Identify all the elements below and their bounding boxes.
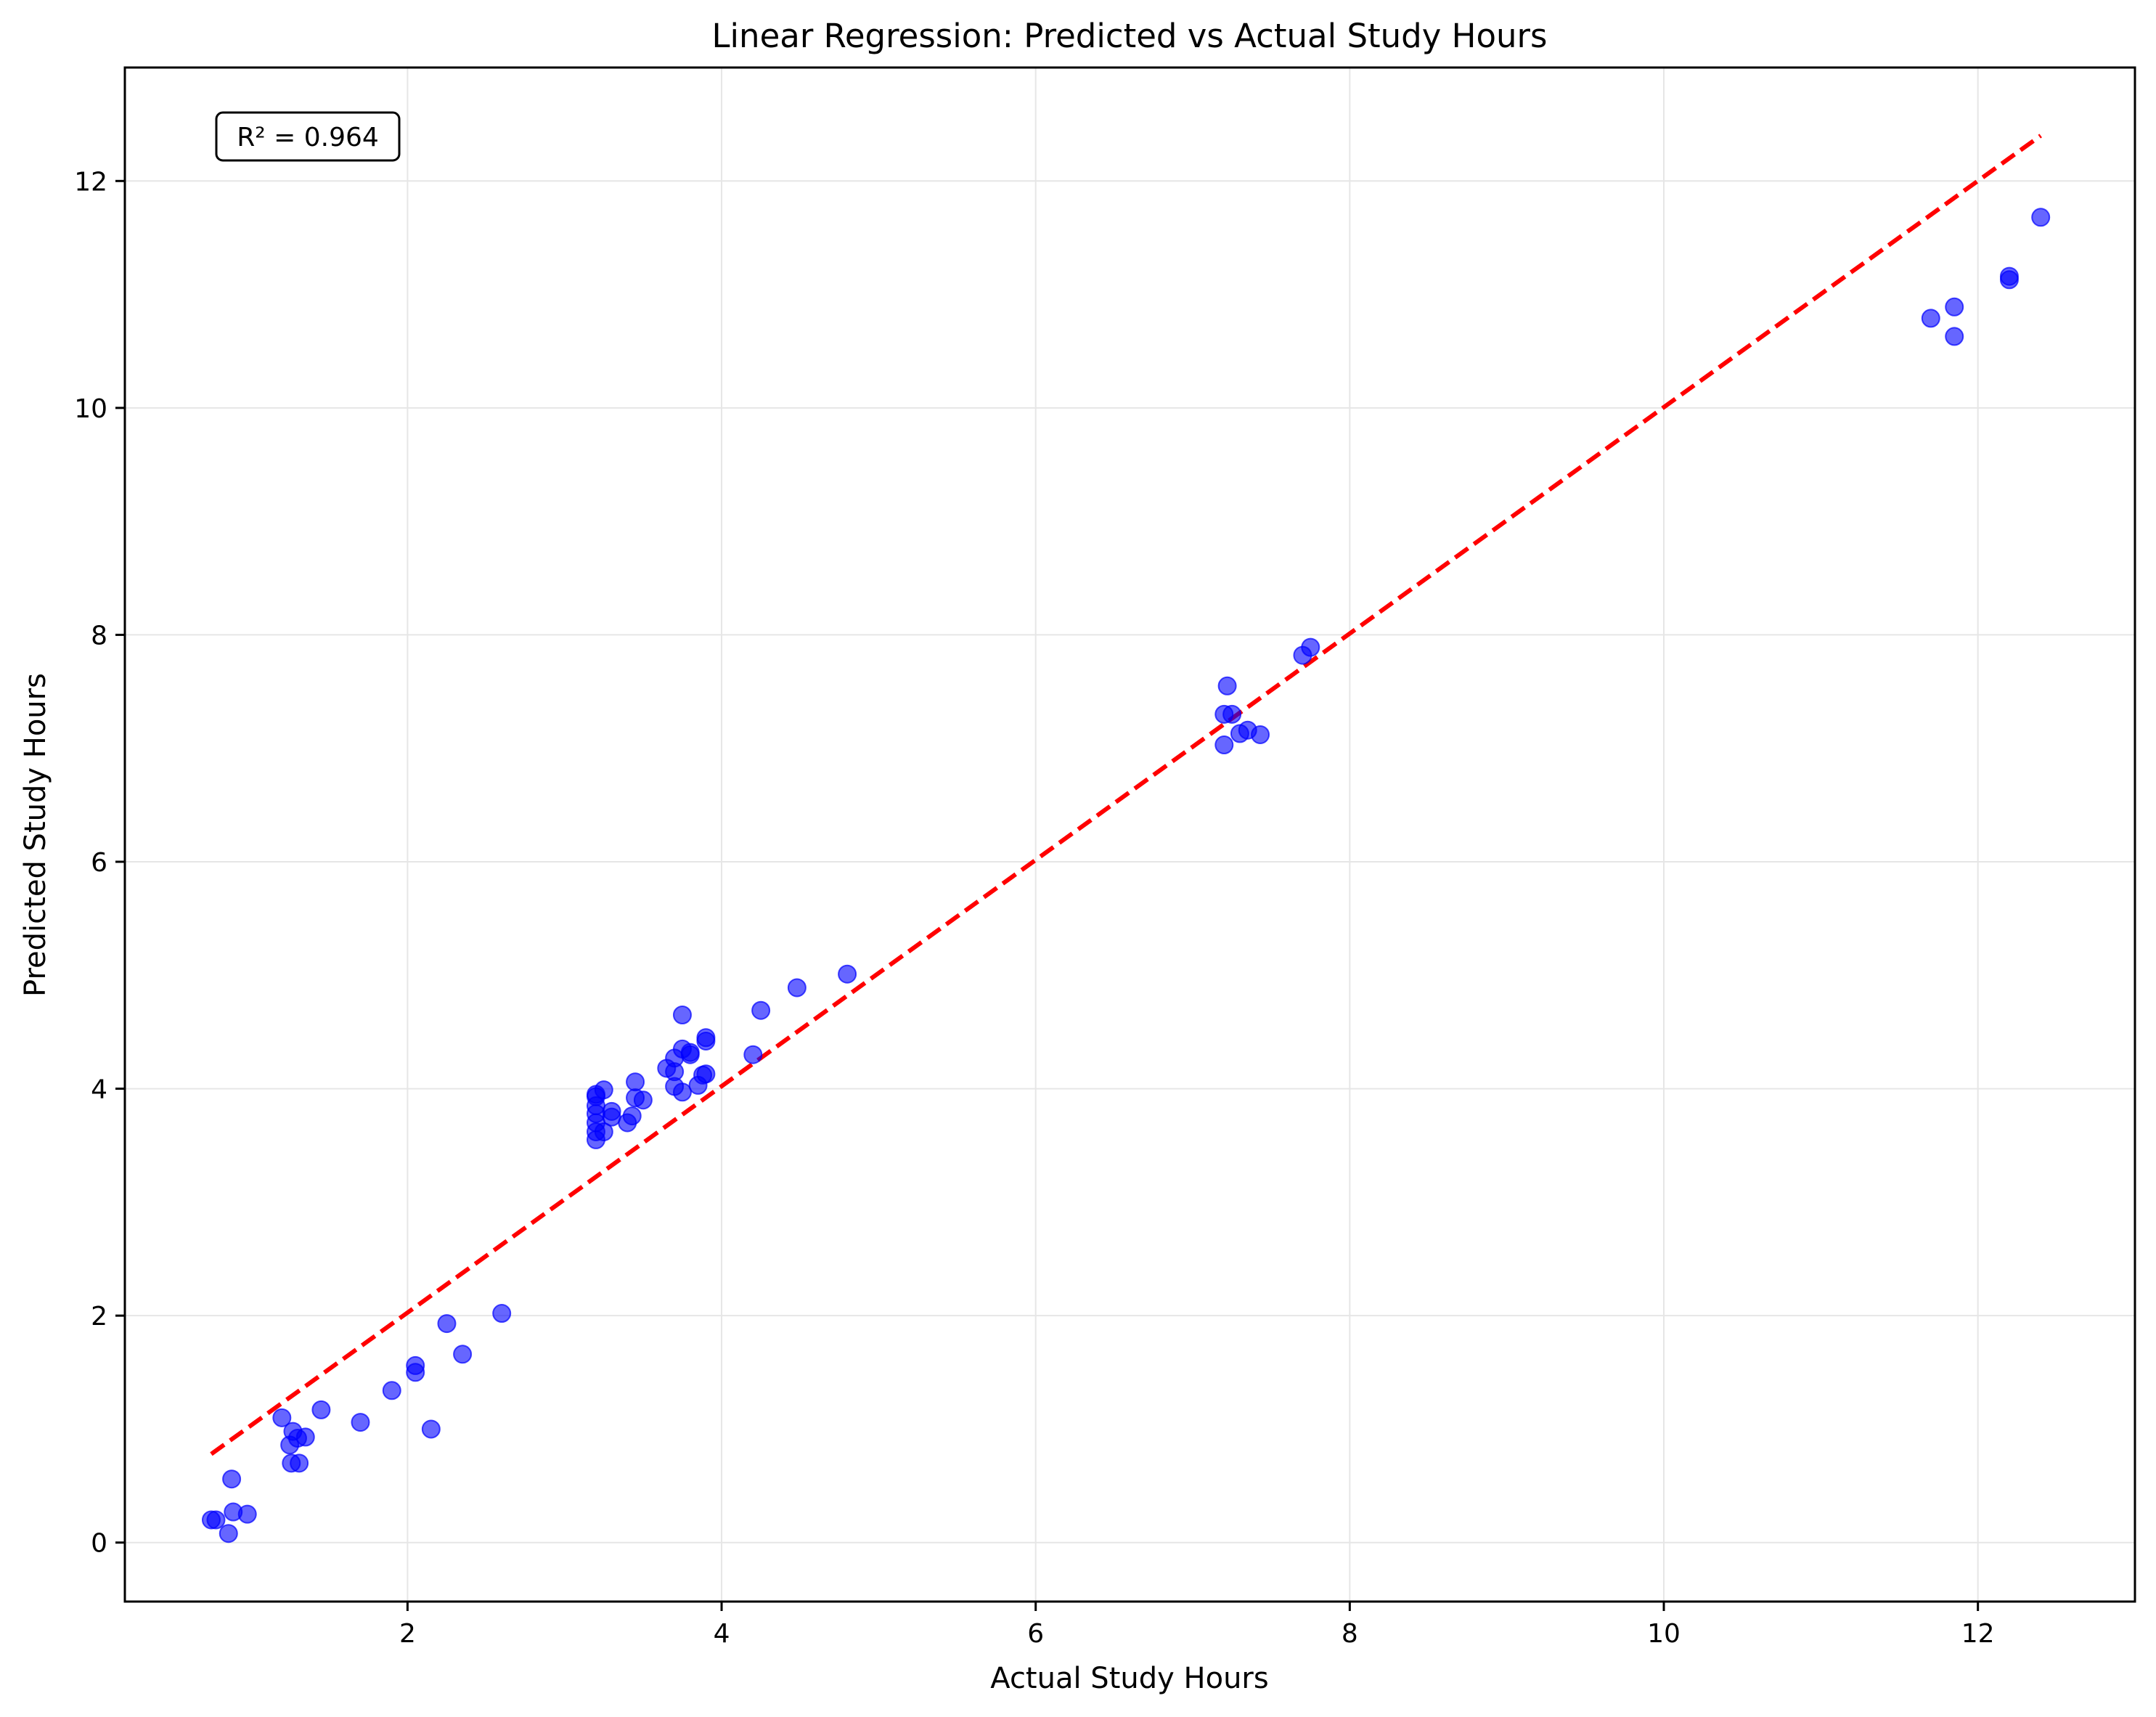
y-axis-label: Predicted Study Hours — [19, 673, 52, 997]
r-squared-annotation: R² = 0.964 — [215, 111, 401, 162]
plot-area-frame — [123, 66, 2136, 1603]
data-point — [290, 1453, 309, 1473]
data-point — [672, 1082, 692, 1102]
data-point — [672, 1005, 692, 1024]
annotation-box — [215, 111, 401, 162]
data-point — [594, 1122, 613, 1141]
data-point — [272, 1408, 292, 1427]
data-point — [743, 1045, 763, 1064]
x-tick-label: 2 — [399, 1619, 416, 1649]
data-point — [602, 1107, 621, 1127]
data-point — [406, 1363, 425, 1382]
data-point — [311, 1400, 331, 1419]
y-tick-label: 8 — [91, 621, 107, 650]
x-tick-label: 12 — [1961, 1619, 1995, 1649]
data-point — [222, 1469, 242, 1489]
data-point — [633, 1090, 653, 1110]
data-point — [696, 1028, 716, 1048]
data-point — [1214, 735, 1234, 755]
y-tick-label: 2 — [91, 1302, 107, 1331]
data-point — [2031, 208, 2051, 227]
x-tick-label: 10 — [1647, 1619, 1681, 1649]
data-point — [680, 1043, 700, 1062]
data-point — [1999, 270, 2019, 290]
data-point — [382, 1381, 401, 1400]
data-point — [492, 1304, 512, 1324]
chart-title: Linear Regression: Predicted vs Actual S… — [711, 17, 1547, 55]
data-points — [201, 208, 2051, 1543]
data-point — [421, 1419, 441, 1439]
data-point — [1251, 725, 1270, 744]
data-point — [1945, 327, 1964, 346]
data-point — [219, 1524, 238, 1543]
data-point — [437, 1314, 457, 1334]
data-point — [206, 1510, 226, 1530]
data-point — [626, 1072, 645, 1092]
x-tick-label: 6 — [1027, 1619, 1044, 1649]
data-point — [1222, 704, 1242, 724]
x-axis-label: Actual Study Hours — [990, 1662, 1268, 1695]
regression-line — [210, 134, 2042, 1456]
data-point — [1945, 297, 1964, 317]
data-point — [665, 1062, 685, 1082]
reference-line-layer — [210, 134, 2042, 1456]
data-point — [751, 1000, 771, 1020]
y-tick-label: 0 — [91, 1529, 107, 1559]
data-point — [351, 1413, 370, 1432]
x-tick-label: 8 — [1342, 1619, 1358, 1649]
data-point — [1921, 309, 1940, 328]
data-point — [453, 1345, 473, 1364]
data-point — [838, 964, 857, 984]
y-tick-label: 12 — [74, 167, 107, 197]
data-point — [594, 1080, 613, 1100]
x-tick-label: 4 — [714, 1619, 730, 1649]
r-squared-label: R² = 0.964 — [237, 123, 379, 152]
data-point — [237, 1504, 257, 1524]
data-point — [696, 1064, 716, 1084]
data-point — [295, 1427, 315, 1447]
axis-ticks: 2 4 6 8 10 12 0 2 4 6 8 10 12 — [74, 167, 1994, 1649]
grid — [125, 68, 2135, 1602]
data-point — [1217, 676, 1237, 696]
y-tick-label: 10 — [74, 394, 107, 424]
data-point — [1301, 637, 1320, 657]
data-point — [787, 978, 807, 998]
data-point — [622, 1106, 642, 1126]
y-tick-label: 4 — [91, 1075, 107, 1105]
y-tick-label: 6 — [91, 848, 107, 878]
